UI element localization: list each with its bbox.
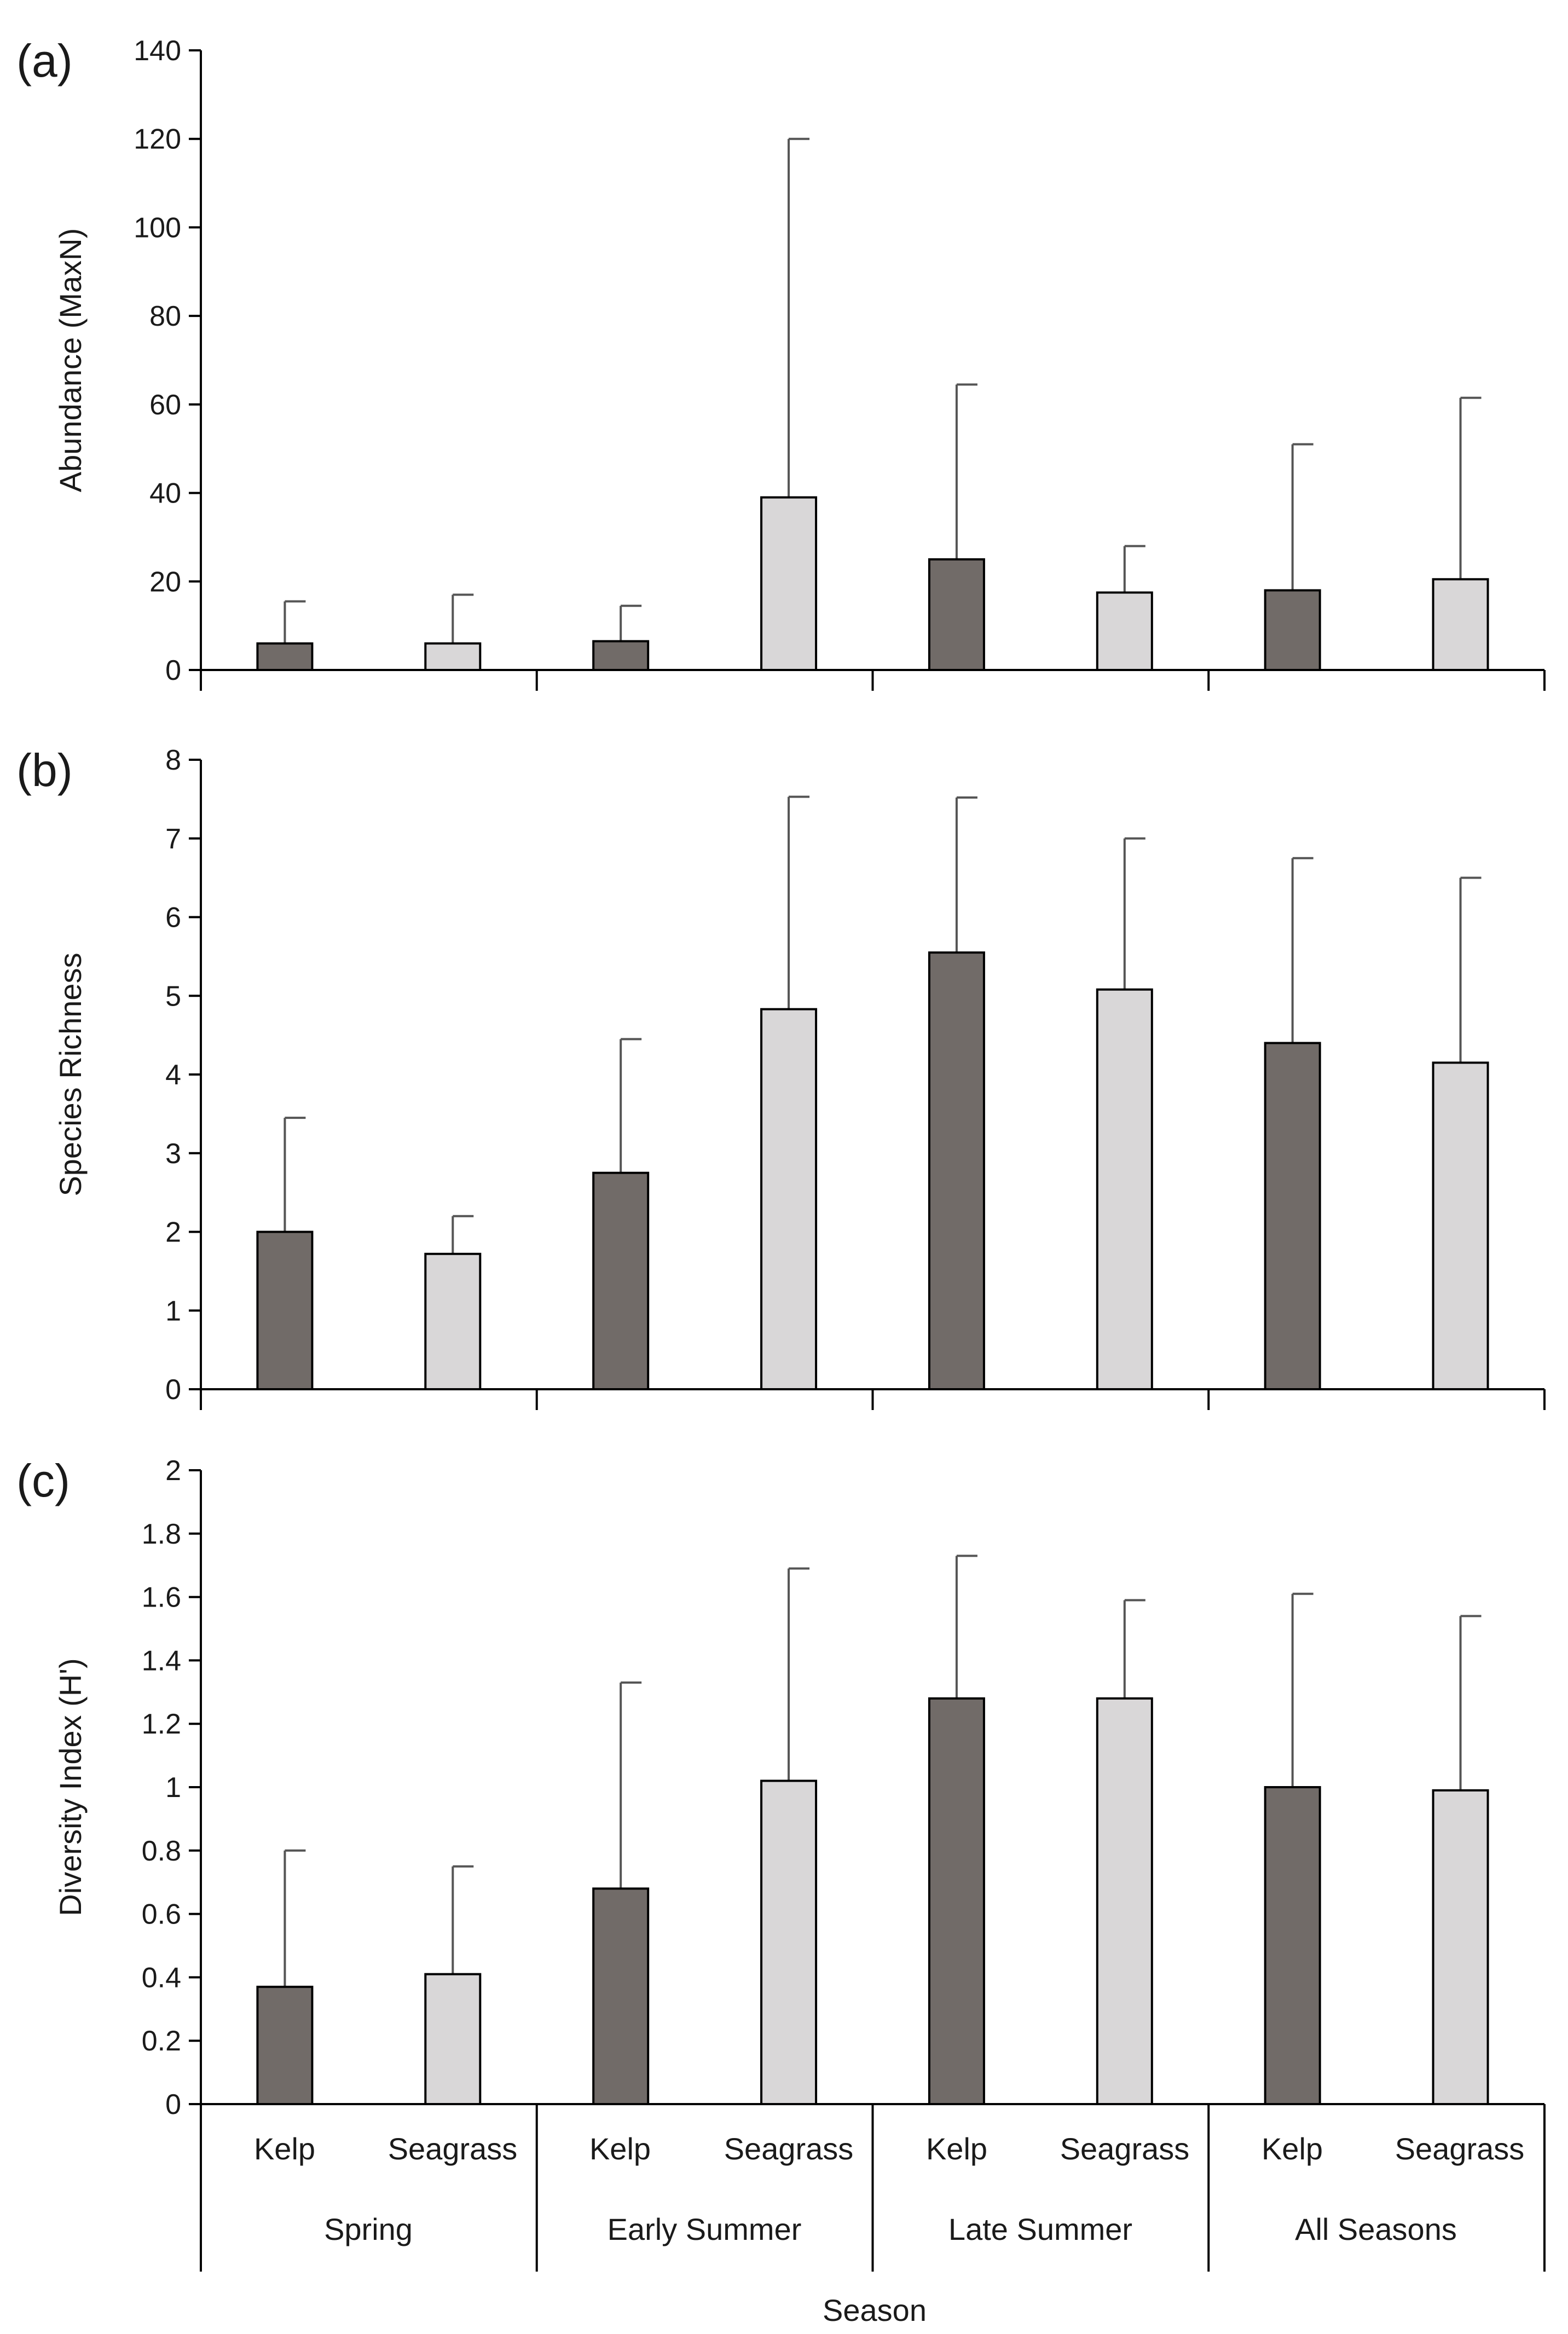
group-label: Late Summer — [948, 2212, 1132, 2246]
bar-seagrass — [1096, 988, 1153, 1390]
bar-seagrass — [760, 496, 818, 672]
y-tick-label: 2 — [165, 1455, 181, 1487]
bar-kelp — [1264, 1042, 1321, 1390]
y-tick-label: 2 — [165, 1217, 181, 1249]
bar-seagrass — [760, 1008, 818, 1390]
y-tick-label: 7 — [165, 823, 181, 855]
y-tick-label: 1.4 — [142, 1645, 181, 1677]
bar-kelp — [256, 1985, 314, 2106]
bar-seagrass — [1432, 1061, 1489, 1390]
y-tick-label: 20 — [149, 566, 181, 598]
y-tick-label: 0 — [165, 1374, 181, 1406]
y-tick-label: 0.8 — [142, 1835, 181, 1867]
y-tick-label: 60 — [149, 389, 181, 421]
y-tick-label: 0.6 — [142, 1899, 181, 1931]
y-tick-label: 100 — [134, 212, 181, 244]
bar-seagrass — [760, 1780, 818, 2105]
y-tick-label: 0 — [165, 655, 181, 686]
bar-kelp — [592, 640, 650, 672]
subcategory-label: Seagrass — [388, 2131, 518, 2166]
bar-kelp — [1264, 1786, 1321, 2105]
y-tick-label: 0.2 — [142, 2025, 181, 2057]
x-axis-title: Season — [823, 2293, 927, 2327]
y-tick-label: 1.8 — [142, 1518, 181, 1550]
panel-label: (a) — [16, 35, 73, 86]
bar-seagrass — [1096, 1697, 1153, 2105]
y-tick-label: 120 — [134, 124, 181, 155]
bar-kelp — [256, 1230, 314, 1390]
y-tick-label: 8 — [165, 744, 181, 776]
subcategory-label: Kelp — [1262, 2131, 1323, 2166]
y-tick-label: 80 — [149, 301, 181, 332]
y-tick-label: 6 — [165, 902, 181, 934]
bar-seagrass — [424, 1973, 482, 2106]
y-tick-label: 5 — [165, 980, 181, 1012]
bar-kelp — [928, 951, 985, 1390]
y-axis-title: Diversity Index (H') — [53, 1658, 88, 1916]
y-axis-title: Species Richness — [53, 952, 88, 1196]
bar-seagrass — [424, 642, 482, 672]
bar-kelp — [592, 1887, 650, 2106]
y-tick-label: 1 — [165, 1295, 181, 1327]
bar-kelp — [928, 558, 985, 671]
subcategory-label: Seagrass — [724, 2131, 854, 2166]
panel-b: 0 1 2 3 4 5 6 7 8 (b) Species Richness — [16, 744, 1546, 1410]
category-axis: Kelp Seagrass Kelp Seagrass Kelp Seagras… — [200, 2104, 1546, 2327]
y-tick-label: 4 — [165, 1059, 181, 1091]
panel-a: 0 20 40 60 80 100 120 140 (a) Abundance (MaxN) — [16, 35, 1546, 691]
y-tick-label: 1 — [165, 1772, 181, 1804]
group-label: All Seasons — [1295, 2212, 1457, 2246]
subcategory-label: Kelp — [589, 2131, 651, 2166]
y-tick-label: 140 — [134, 35, 181, 67]
panel-c: 0 0.2 0.4 0.6 0.8 1 1.2 1.4 1.6 1.8 2 (c) Diversity … — [16, 1455, 1544, 2121]
y-tick-label: 0.4 — [142, 1962, 181, 1994]
panel-label: (b) — [16, 744, 73, 796]
subcategory-label: Seagrass — [1060, 2131, 1190, 2166]
bar-kelp — [592, 1171, 650, 1390]
group-label: Early Summer — [607, 2212, 802, 2246]
bar-kelp — [256, 642, 314, 672]
y-axis-title: Abundance (MaxN) — [53, 228, 88, 492]
subcategory-label: Kelp — [926, 2131, 987, 2166]
bar-seagrass — [1432, 1789, 1489, 2106]
subcategory-label: Kelp — [254, 2131, 315, 2166]
y-tick-label: 40 — [149, 478, 181, 510]
y-tick-label: 3 — [165, 1138, 181, 1170]
subcategory-label: Seagrass — [1395, 2131, 1525, 2166]
bar-seagrass — [424, 1252, 482, 1390]
y-tick-label: 1.2 — [142, 1708, 181, 1740]
panel-label: (c) — [16, 1455, 70, 1506]
y-tick-label: 1.6 — [142, 1582, 181, 1614]
bar-seagrass — [1096, 591, 1153, 671]
bar-kelp — [1264, 589, 1321, 672]
group-label: Spring — [324, 2212, 413, 2246]
y-tick-label: 0 — [165, 2089, 181, 2121]
bar-kelp — [928, 1697, 985, 2105]
bar-seagrass — [1432, 578, 1489, 671]
